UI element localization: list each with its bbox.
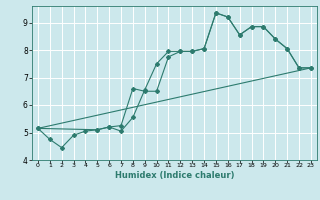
X-axis label: Humidex (Indice chaleur): Humidex (Indice chaleur) [115, 171, 234, 180]
